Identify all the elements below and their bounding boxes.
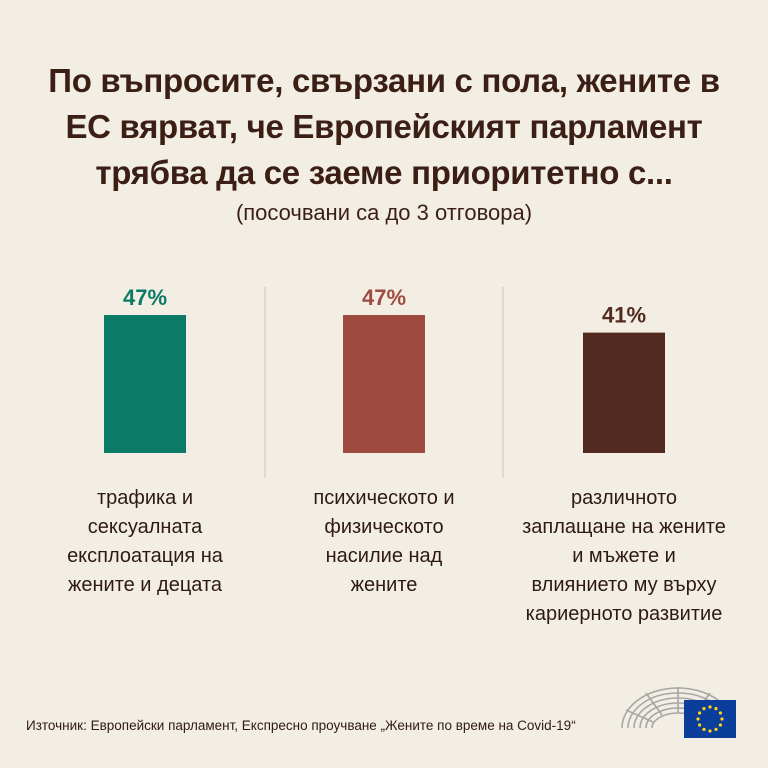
- source-note: Източник: Европейски парламент, Експресн…: [26, 718, 576, 733]
- eu-star-7: [696, 717, 700, 721]
- eu-star-5: [702, 727, 706, 731]
- category-label-3-line-5: кариерното развитие: [525, 603, 723, 625]
- bars-group: 47% 47% 41%: [104, 285, 665, 453]
- bar-2: [343, 315, 425, 453]
- eu-star-1: [720, 717, 724, 721]
- eu-star-11: [714, 707, 718, 711]
- category-label-1-line-4: жените и децата: [67, 574, 223, 596]
- category-label-1: трафика и сексуалната експлоатация на женит…: [30, 484, 260, 600]
- bar-1: [104, 315, 186, 453]
- title-line-3: трябва да се заеме приоритетно с...: [95, 154, 673, 191]
- data-label-2: 47%: [362, 285, 406, 310]
- category-label-1-line-2: сексуалната: [87, 516, 203, 538]
- eu-star-10: [708, 705, 712, 709]
- european-parliament-logo: [621, 687, 736, 738]
- category-label-3-line-1: различното: [570, 487, 677, 509]
- eu-star-4: [708, 729, 712, 733]
- eu-star-6: [698, 723, 702, 727]
- bar-3: [583, 332, 665, 453]
- category-label-2-line-3: насилие над: [325, 545, 443, 567]
- title-line-1: По въпросите, свързани с пола, жените в: [48, 62, 720, 99]
- chart-title: По въпросите, свързани с пола, жените в …: [20, 58, 748, 196]
- data-label-3: 41%: [602, 303, 646, 328]
- category-label-1-line-1: трафика и: [96, 487, 194, 509]
- category-label-1-line-3: експлоатация на: [67, 545, 223, 567]
- eu-star-9: [702, 707, 706, 711]
- chart-subtitle: (посочвани са до 3 отговора): [235, 200, 533, 225]
- category-label-3-line-2: заплащане на жените: [522, 516, 726, 538]
- category-label-3: различното заплащане на жените и мъжете и в…: [509, 484, 739, 629]
- title-line-2: ЕС вярват, че Европейският парламент: [65, 108, 703, 145]
- eu-star-12: [718, 711, 722, 715]
- category-label-2-line-2: физическото: [324, 516, 444, 538]
- eu-star-3: [714, 727, 718, 731]
- data-label-1: 47%: [123, 285, 167, 310]
- category-label-2-line-4: жените: [350, 574, 418, 596]
- eu-star-2: [718, 723, 722, 727]
- category-label-3-line-4: влиянието му върху: [531, 574, 717, 596]
- category-label-3-line-3: и мъжете и: [572, 545, 676, 567]
- eu-star-8: [698, 711, 702, 715]
- eu-flag-icon: [684, 700, 736, 738]
- category-label-2: психическото и физическото насилие над жени…: [269, 484, 499, 600]
- category-label-2-line-1: психическото и: [313, 487, 455, 509]
